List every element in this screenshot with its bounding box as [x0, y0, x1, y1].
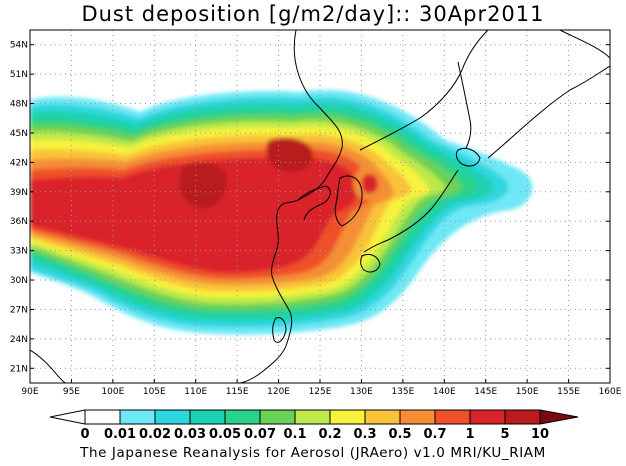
tick-label-lat: 30N	[10, 276, 28, 286]
coastline-sakhalin	[457, 61, 472, 149]
colorbar-label: 0.07	[244, 427, 276, 442]
tick-label-lon: 145E	[474, 387, 497, 397]
colorbar-swatch	[84, 409, 121, 425]
dust-deposition-field	[30, 89, 533, 335]
tick-label-lat: 54N	[10, 41, 28, 51]
colorbar-label: 10	[531, 427, 549, 442]
colorbar-label: 1	[465, 427, 474, 442]
colorbar-extend-high	[539, 409, 579, 425]
tick-label-lon: 155E	[557, 387, 580, 397]
colorbar-swatch	[399, 409, 436, 425]
coastline-kamchatka	[559, 30, 610, 59]
colorbar-label: 0.03	[174, 427, 206, 442]
tick-label-lat: 27N	[10, 305, 28, 315]
tick-label-lat: 39N	[10, 188, 28, 198]
colorbar-swatch	[259, 409, 296, 425]
tick-label-lat: 45N	[10, 129, 28, 139]
map-title: Dust deposition [g/m2/day]:: 30Apr2011	[81, 2, 545, 26]
tick-label-lon: 125E	[309, 387, 332, 397]
colorbar-swatch	[364, 409, 401, 425]
colorbar-swatch	[189, 409, 226, 425]
tick-label-lon: 100E	[101, 387, 124, 397]
colorbar-swatch	[154, 409, 191, 425]
tick-label-lon: 115E	[226, 387, 249, 397]
latitude-ticks: 21N 24N 27N 30N 33N 36N 39N 42N 45N 48N 51N 54N	[10, 41, 610, 374]
coastline-southeast-asia	[30, 349, 67, 383]
field-level-5	[179, 162, 228, 209]
longitude-ticks: 90E 95E 100E 105E 110E 115E 120E 125E 130E 135E 14…	[21, 379, 622, 397]
coastline-korea	[334, 175, 363, 227]
tick-label-lat: 42N	[10, 158, 28, 168]
tick-label-lat: 36N	[10, 217, 28, 227]
colorbar-label: 0.05	[209, 427, 241, 442]
colorbar-swatch	[119, 409, 156, 425]
tick-label-lat: 21N	[10, 364, 28, 374]
colorbar-swatch	[469, 409, 506, 425]
coastline-russia-east	[359, 30, 489, 151]
map-gridlines	[30, 30, 610, 383]
field-level-5-east	[266, 137, 313, 172]
colorbar-label: 0.1	[283, 427, 306, 442]
colorbar-swatch	[434, 409, 471, 425]
footer-credit: The Japanese Reanalysis for Aerosol (JRA…	[80, 445, 546, 461]
tick-label-lon: 150E	[516, 387, 539, 397]
colorbar-label: 0.3	[353, 427, 376, 442]
tick-label-lon: 140E	[433, 387, 456, 397]
coastline-taiwan	[272, 317, 287, 343]
colorbar-swatch	[329, 409, 366, 425]
colorbar-label: 0.01	[104, 427, 136, 442]
tick-label-lat: 48N	[10, 100, 28, 110]
field-level-1-korea	[361, 174, 378, 194]
coastline-kuril	[487, 65, 610, 159]
field-level-1	[30, 157, 357, 273]
tick-label-lon: 120E	[267, 387, 290, 397]
tick-label-lat: 24N	[10, 335, 28, 345]
tick-label-lon: 135E	[391, 387, 414, 397]
tick-label-lon: 95E	[63, 387, 80, 397]
colorbar-label: 0.5	[388, 427, 411, 442]
colorbar-label: 0	[80, 427, 89, 442]
coastline-japan-honshu	[363, 169, 459, 253]
tick-label-lat: 33N	[10, 247, 28, 257]
colorbar-label: 0.02	[139, 427, 171, 442]
colorbar-swatch	[224, 409, 261, 425]
field-level-1-west-lobe	[30, 183, 90, 225]
tick-label-lon: 130E	[350, 387, 373, 397]
coastline-hokkaido	[455, 147, 481, 167]
tick-label-lon: 90E	[21, 387, 38, 397]
colorbar-extend-low	[49, 409, 86, 425]
tick-label-lat: 51N	[10, 70, 28, 80]
coastline-east-asia	[239, 30, 343, 383]
coastline-bohai-gulf	[297, 185, 331, 221]
colorbar-swatch	[504, 409, 541, 425]
colorbar: 0 0.01 0.02 0.03 0.05 0.07 0.1 0.2 0.3 0.5 0.7 1 5 10	[49, 409, 579, 442]
coastline-kyushu	[360, 253, 381, 273]
coastline-outline	[30, 30, 610, 383]
colorbar-swatch	[294, 409, 331, 425]
tick-label-lon: 110E	[184, 387, 207, 397]
tick-label-lon: 160E	[599, 387, 622, 397]
colorbar-label: 0.2	[318, 427, 341, 442]
colorbar-label: 5	[500, 427, 509, 442]
tick-label-lon: 105E	[143, 387, 166, 397]
colorbar-label: 0.7	[423, 427, 446, 442]
